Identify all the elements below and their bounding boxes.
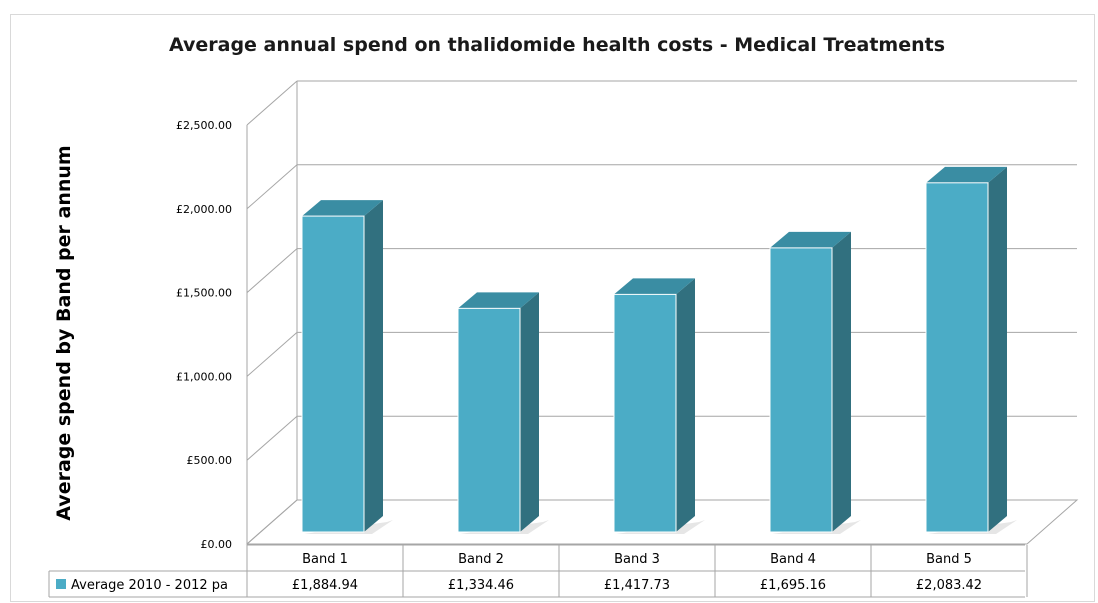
bar-shadow	[304, 520, 393, 534]
data-label: £1,695.16	[760, 578, 826, 593]
legend-label: Average 2010 - 2012 pa	[71, 578, 228, 593]
bar-top	[926, 166, 1007, 183]
bar-side	[676, 278, 695, 532]
bar-shadow	[460, 520, 549, 534]
bar-side	[988, 166, 1007, 533]
gridline-side	[246, 248, 298, 293]
data-label: £1,417.73	[604, 578, 670, 593]
bar-top	[614, 278, 695, 295]
bar-side	[520, 292, 539, 532]
bar-shadow	[928, 520, 1017, 534]
data-label: £1,884.94	[292, 578, 358, 593]
gridline-side	[246, 415, 298, 461]
bar-front	[925, 182, 989, 533]
gridline-side	[246, 80, 298, 126]
chart-frame	[10, 14, 1095, 602]
y-tick-label: £0.00	[201, 538, 233, 551]
x-tick-label: Band 3	[614, 552, 660, 567]
bar-top	[458, 292, 539, 309]
y-tick-label: £1,500.00	[176, 287, 232, 300]
chart-title: Average annual spend on thalidomide heal…	[169, 34, 945, 56]
y-tick-label: £500.00	[187, 454, 233, 467]
bar-front	[301, 215, 365, 533]
y-axis-ticks: £0.00 £500.00 £1,000.00 £1,500.00 £2,000.00 £…	[176, 119, 232, 551]
gridline-side	[246, 332, 298, 377]
data-label: £1,334.46	[448, 578, 514, 593]
y-tick-label: £1,000.00	[176, 370, 232, 383]
bars	[301, 166, 1017, 534]
data-table: Band 1 Band 2 Band 3 Band 4 Band 5 Average 20…	[48, 544, 1028, 598]
bar-side	[364, 200, 383, 533]
bar	[925, 166, 1017, 534]
bar	[769, 231, 861, 534]
bar-top	[302, 200, 383, 217]
gridline-side	[246, 164, 298, 210]
x-tick-label: Band 5	[926, 552, 972, 567]
y-tick-label: £2,500.00	[176, 119, 232, 132]
bar-front	[769, 247, 833, 533]
bar-front	[457, 307, 521, 533]
x-tick-label: Band 1	[302, 552, 348, 567]
bar-front	[613, 293, 677, 533]
bar-shadow	[616, 520, 705, 534]
x-tick-label: Band 2	[458, 552, 504, 567]
legend-swatch	[56, 579, 66, 589]
bar-top	[770, 231, 851, 248]
bar-shadow	[772, 520, 861, 534]
bar	[457, 292, 549, 534]
x-tick-label: Band 4	[770, 552, 816, 567]
bar	[613, 278, 705, 534]
data-label: £2,083.42	[916, 578, 982, 593]
bar	[301, 200, 393, 534]
bar-side	[832, 231, 851, 533]
y-axis-label: Average spend by Band per annum	[53, 145, 75, 520]
y-tick-label: £2,000.00	[176, 203, 232, 216]
